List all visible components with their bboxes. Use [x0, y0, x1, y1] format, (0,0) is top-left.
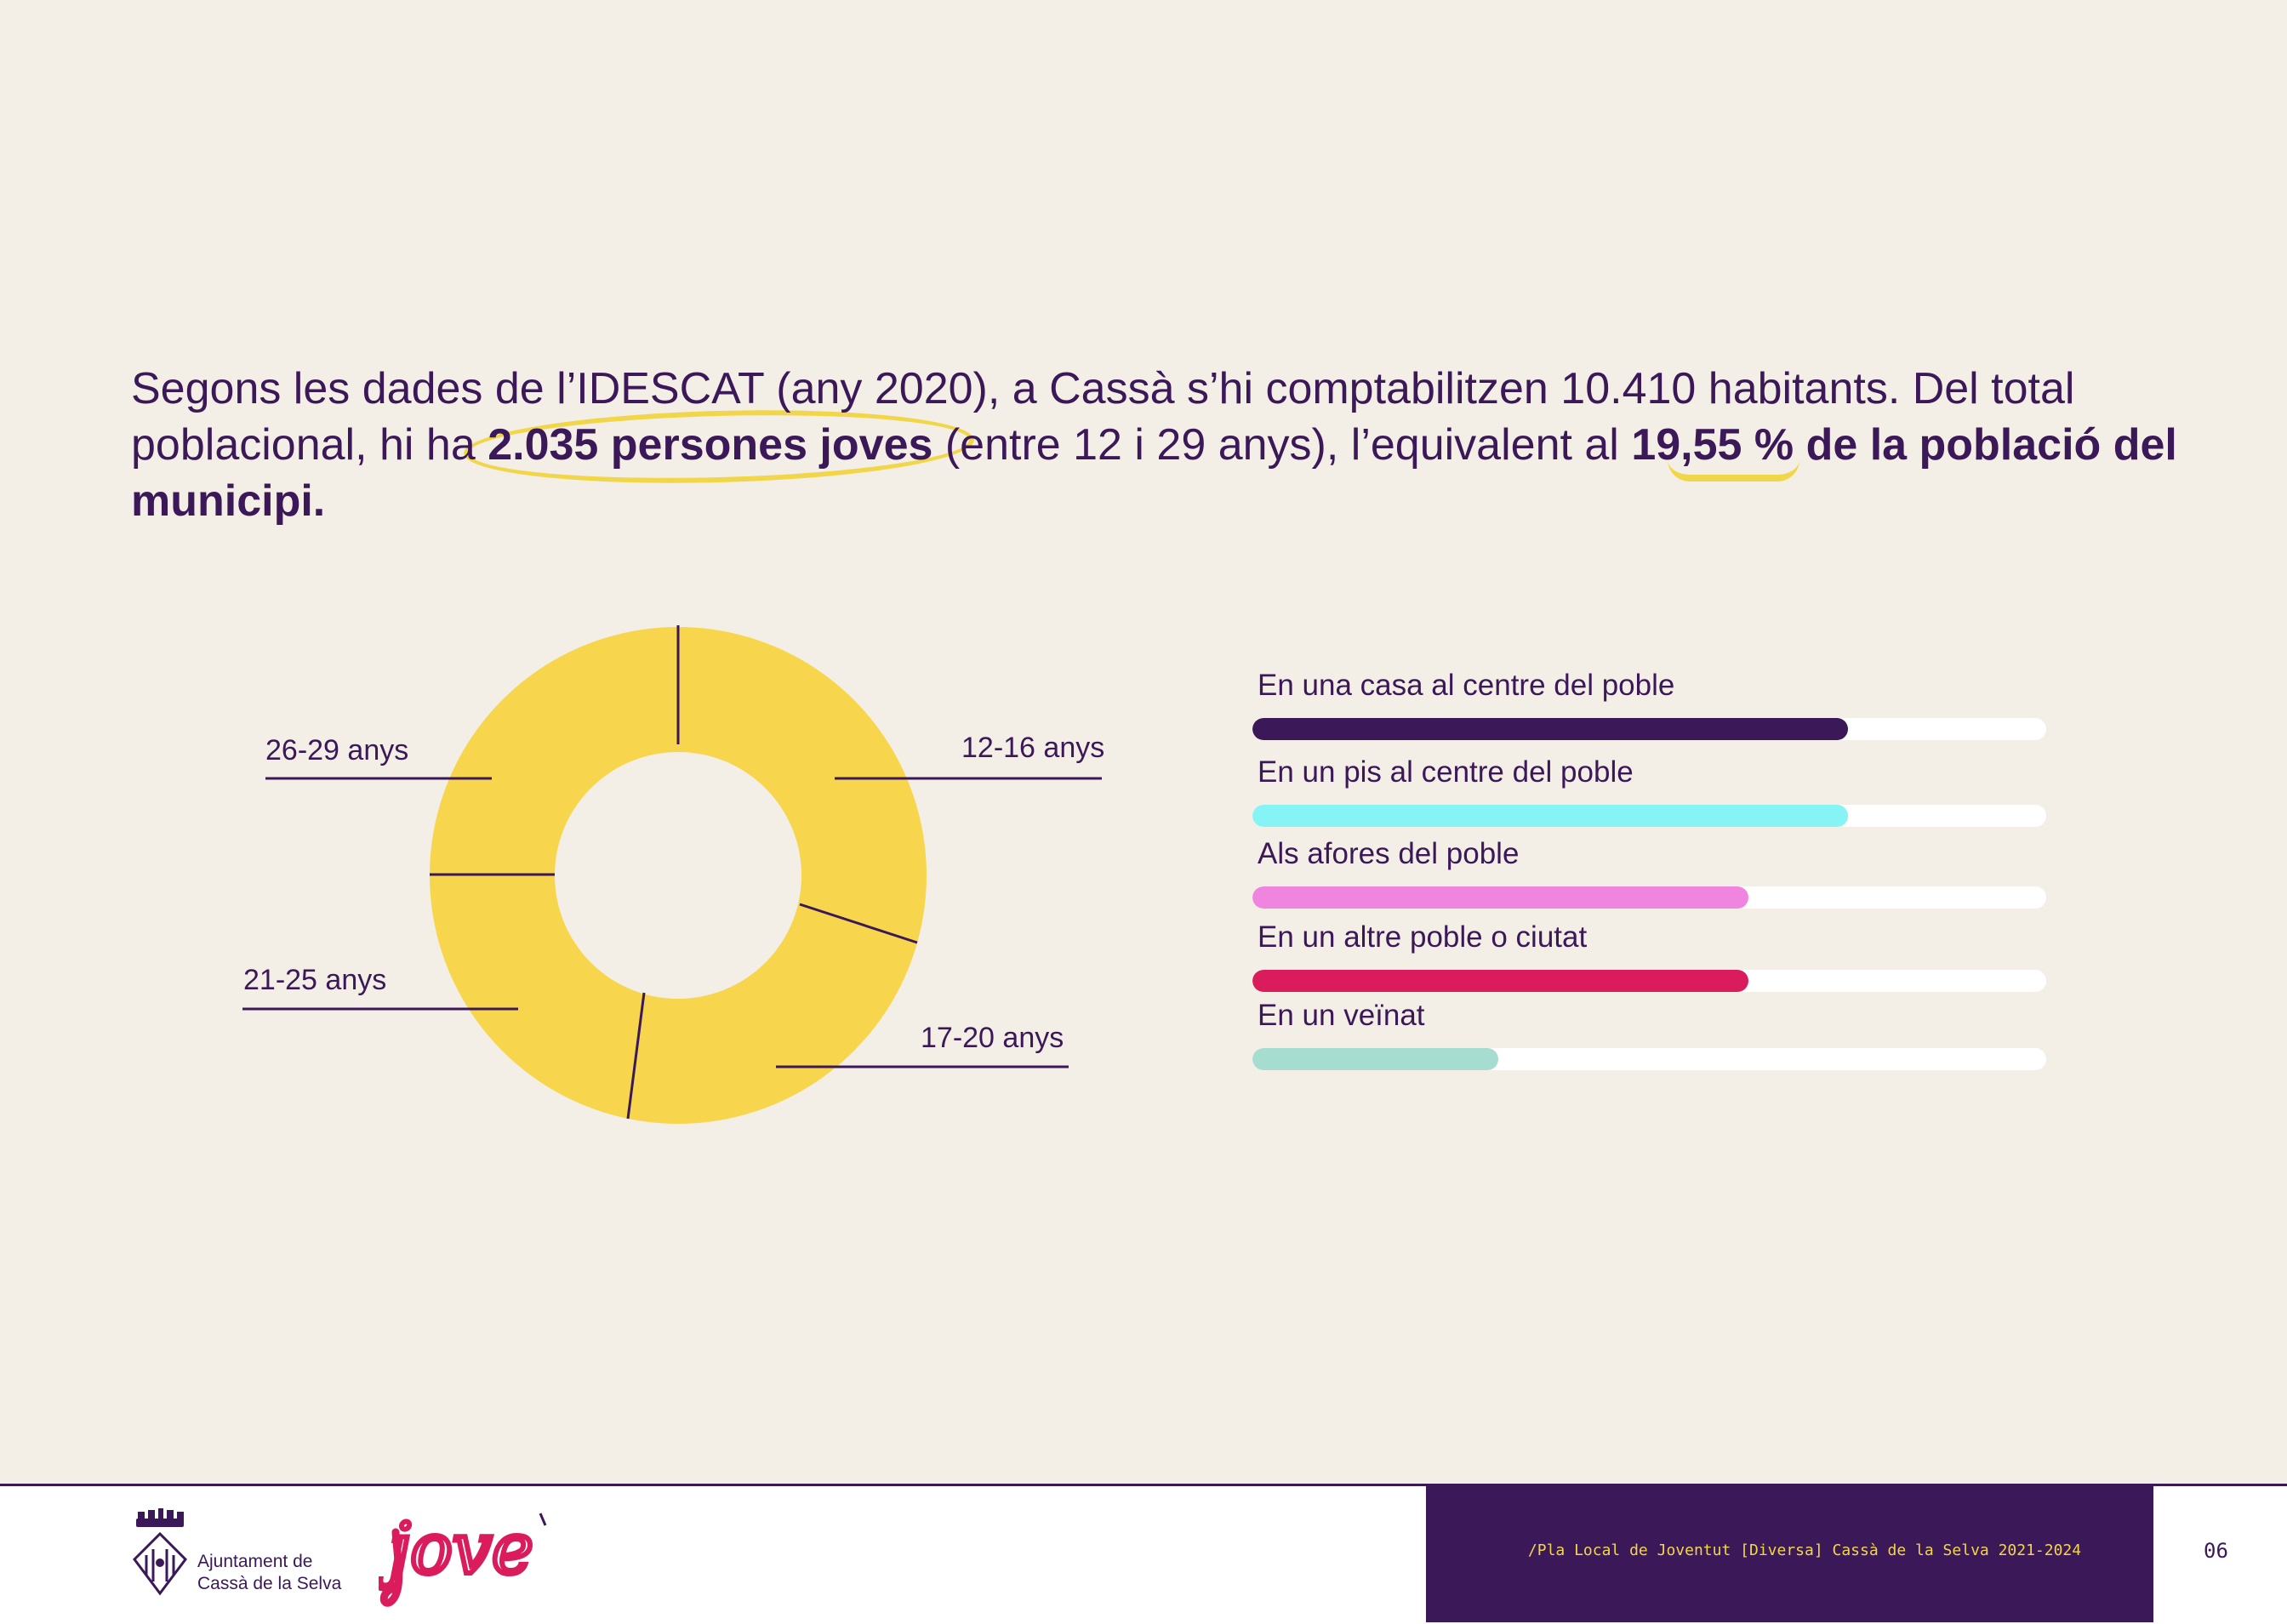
municipal-crest-icon	[133, 1508, 187, 1596]
bar-label: Als afores del poble	[1258, 837, 1520, 870]
intro-highlight-percentage: 19,55 % de la població del municipi.	[131, 420, 2177, 526]
intro-text-part1: Segons les dades de l’IDESCAT (any 2020)…	[131, 364, 2075, 470]
page-number: 06	[2204, 1539, 2228, 1563]
bar-label: En un pis al centre del poble	[1258, 755, 1634, 789]
bar-row: En una casa al centre del poble	[1251, 669, 2050, 745]
bar-track	[1252, 1048, 2046, 1070]
donut-label-12-16: 12-16 anys	[961, 732, 1105, 764]
bar-label: En un altre poble o ciutat	[1258, 920, 1588, 954]
bar-fill	[1252, 886, 1749, 909]
jove-logo: jove	[379, 1507, 547, 1607]
bar-track	[1252, 805, 2046, 827]
donut-ring	[429, 627, 927, 1124]
bar-row: Als afores del poble	[1251, 837, 2050, 914]
intro-text-part2: (entre 12 i 29 anys), l’equivalent al	[932, 420, 1632, 470]
bar-track	[1252, 970, 2046, 992]
bar-fill	[1252, 970, 1749, 992]
bar-fill	[1252, 718, 1848, 740]
intro-paragraph: Segons les dades de l’IDESCAT (any 2020)…	[131, 361, 2190, 529]
page-footer: Ajuntament de Cassà de la Selva jove /Pl…	[0, 1484, 2287, 1624]
bar-row: En un pis al centre del poble	[1251, 755, 2050, 832]
bar-row: En un veïnat	[1251, 999, 2050, 1075]
donut-divider	[799, 903, 918, 944]
bar-row: En un altre poble o ciutat	[1251, 920, 2050, 997]
bar-label: En una casa al centre del poble	[1258, 669, 1675, 702]
bar-fill	[1252, 1048, 1499, 1070]
jove-logo-text: jove	[379, 1509, 533, 1590]
bar-track	[1252, 886, 2046, 909]
footer-caption: /Pla Local de Joventut [Diversa] Cassà d…	[1527, 1541, 2082, 1559]
org-name: Ajuntament de Cassà de la Selva	[197, 1551, 341, 1595]
org-name-line2: Cassà de la Selva	[197, 1574, 342, 1593]
bar-track	[1252, 718, 2046, 740]
bar-fill	[1252, 805, 1848, 827]
highlight-underline	[1668, 459, 1799, 482]
donut-label-26-29: 26-29 anys	[265, 734, 409, 766]
donut-label-17-20: 17-20 anys	[921, 1022, 1064, 1054]
donut-divider	[626, 992, 646, 1120]
intro-highlight-young-people: 2.035 persones joves	[488, 420, 933, 470]
bar-label: En un veïnat	[1258, 999, 1425, 1032]
donut-label-21-25: 21-25 anys	[243, 964, 387, 996]
footer-band: /Pla Local de Joventut [Diversa] Cassà d…	[1426, 1486, 2153, 1622]
org-name-line1: Ajuntament de	[197, 1552, 313, 1571]
age-donut-chart	[242, 625, 1102, 1124]
